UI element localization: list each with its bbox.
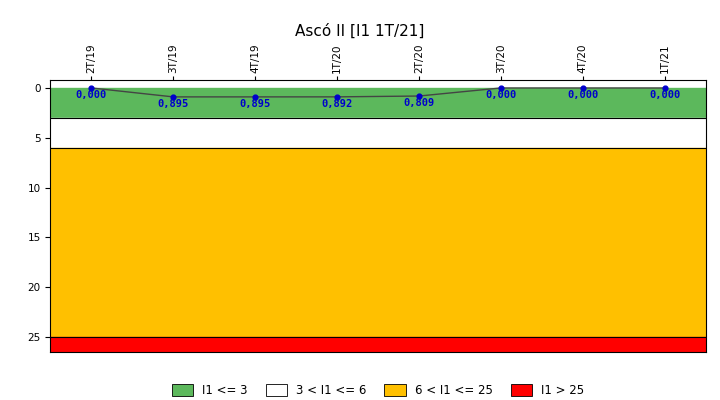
Text: 0,000: 0,000: [567, 90, 598, 100]
Text: 0,895: 0,895: [240, 99, 271, 109]
Point: [86, 85, 97, 91]
Point: [495, 85, 507, 91]
Text: 0,809: 0,809: [403, 98, 435, 108]
Point: [249, 94, 261, 100]
Legend: I1 <= 3, 3 < I1 <= 6, 6 < I1 <= 25, I1 > 25: I1 <= 3, 3 < I1 <= 6, 6 < I1 <= 25, I1 >…: [167, 380, 589, 400]
Point: [168, 94, 179, 100]
Text: 0,895: 0,895: [158, 99, 189, 109]
Point: [577, 85, 588, 91]
Text: 0,000: 0,000: [76, 90, 107, 100]
Text: Ascó II [I1 1T/21]: Ascó II [I1 1T/21]: [295, 24, 425, 39]
Point: [331, 94, 343, 100]
Point: [659, 85, 670, 91]
Text: 0,892: 0,892: [321, 99, 353, 109]
Point: [413, 93, 425, 99]
Text: 0,000: 0,000: [485, 90, 516, 100]
Text: 0,000: 0,000: [649, 90, 680, 100]
